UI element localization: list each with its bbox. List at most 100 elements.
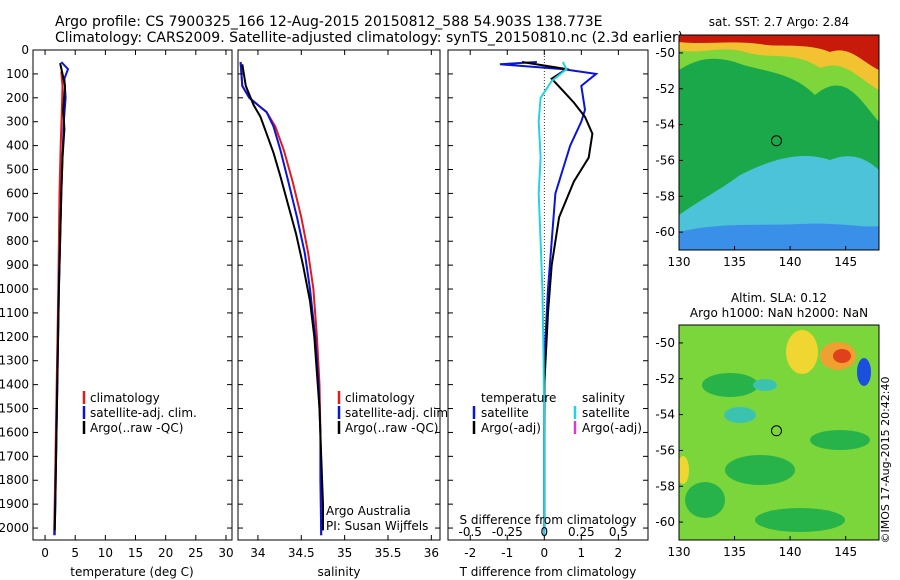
x-tick-label: 1 — [578, 546, 586, 560]
salinity-ticks: 34 34.5 35 35.5 36 — [238, 49, 440, 560]
y-tick-label: 200 — [6, 91, 29, 105]
y-tick-label: 2000 — [0, 521, 29, 535]
x-tick-label: 36 — [424, 546, 439, 560]
y-tick-label: 1000 — [0, 282, 29, 296]
y-tick-label: 0 — [21, 43, 29, 57]
legend-temperature-heading: temperature — [481, 391, 556, 405]
x-tick-label: 20 — [158, 546, 173, 560]
x-tick-label: 34 — [250, 546, 265, 560]
y-tick-label: 900 — [6, 258, 29, 272]
lon-tick-label: 140 — [779, 545, 802, 559]
argo-position-marker — [770, 425, 782, 437]
title-line-1: Argo profile: CS 7900325_166 12-Aug-2015… — [55, 14, 603, 30]
sla-blob — [833, 349, 851, 363]
difference-legend: temperature satellite Argo(-adj) salinit… — [472, 391, 642, 435]
lon-tick-label: 145 — [834, 255, 857, 269]
sla-map-ticks: 130 135 140 145 -50 -52 -54 -56 -58 -60 — [655, 336, 857, 559]
series-line — [241, 64, 324, 531]
lat-tick-label: -58 — [655, 189, 675, 203]
x-tick-label: 34.5 — [288, 546, 315, 560]
lon-tick-label: 130 — [668, 255, 691, 269]
sst-map-ticks: 130 135 140 145 -50 -52 -54 -56 -58 -60 — [655, 46, 857, 269]
imos-timestamp: ©IMOS 17-Aug-2015 20:42:40 — [879, 377, 892, 544]
sst-map-title: sat. SST: 2.7 Argo: 2.84 — [709, 15, 849, 29]
lat-tick-label: -50 — [655, 46, 675, 60]
s-difference-label: S difference from climatology — [460, 513, 637, 527]
temperature-axes — [32, 49, 233, 541]
sla-blob — [724, 407, 756, 423]
lat-tick-label: -60 — [655, 225, 675, 239]
lon-tick-label: 135 — [723, 545, 746, 559]
y-tick-label: 700 — [6, 210, 29, 224]
salinity-axes — [237, 49, 441, 541]
x-tick-label: 10 — [98, 546, 113, 560]
x-tick-label: 25 — [188, 546, 203, 560]
lat-tick-label: -52 — [655, 82, 675, 96]
lat-tick-label: -54 — [655, 118, 675, 132]
y-tick-label: 1400 — [0, 378, 29, 392]
series-line — [537, 61, 568, 536]
sla-map: Altim. SLA: 0.12 Argo h1000: NaN h2000: … — [655, 291, 880, 559]
temperature-legend: climatology satellite-adj. clim. Argo(..… — [82, 391, 197, 435]
sst-map-frame — [678, 34, 880, 251]
title-line-2: Climatology: CARS2009. Satellite-adjuste… — [55, 30, 683, 46]
lat-tick-label: -50 — [655, 336, 675, 350]
t-difference-xlabel: T difference from climatology — [459, 565, 637, 579]
y-tick-label: 1200 — [0, 330, 29, 344]
x-tick-label: 0 — [41, 546, 49, 560]
sla-map-subtitle: Argo h1000: NaN h2000: NaN — [690, 306, 868, 320]
lon-tick-label: 130 — [668, 545, 691, 559]
temperature-xlabel: temperature (deg C) — [70, 565, 193, 579]
sst-band-hot — [679, 35, 879, 70]
temperature-panel: 0 5 10 15 20 25 300100200300400500600700800900… — [0, 43, 234, 579]
salinity-panel: 34 34.5 35 35.5 36 climatology satellite-adj… — [237, 49, 452, 579]
pi-annotation: PI: Susan Wijffels — [326, 519, 428, 533]
lat-tick-label: -56 — [655, 153, 675, 167]
legend-t-argo: Argo(-adj) — [481, 421, 541, 435]
x-tick-label: 15 — [128, 546, 143, 560]
sst-map: sat. SST: 2.7 Argo: 2.84 130 135 140 145 -50… — [655, 15, 880, 269]
x-tick-label: -2 — [464, 546, 476, 560]
y-tick-label: 1600 — [0, 425, 29, 439]
lat-tick-label: -54 — [655, 408, 675, 422]
lat-tick-label: -56 — [655, 443, 675, 457]
x-tick-label: -1 — [501, 546, 513, 560]
legend-t-satellite: satellite — [481, 406, 529, 420]
y-tick-label: 1500 — [0, 402, 29, 416]
y-tick-label: 1300 — [0, 354, 29, 368]
temperature-series — [53, 61, 70, 536]
legend-climatology: climatology — [90, 391, 160, 405]
argo-position-marker — [770, 135, 782, 147]
legend-salinity-heading: salinity — [582, 391, 625, 405]
y-tick-label: 600 — [6, 186, 29, 200]
legend-s-argo: Argo(-adj) — [582, 421, 642, 435]
s-tick-label: 0.5 — [609, 525, 628, 539]
y-tick-label: 400 — [6, 139, 29, 153]
legend-climatology: climatology — [345, 391, 415, 405]
sla-blob — [685, 482, 725, 518]
lat-tick-label: -52 — [655, 372, 675, 386]
sla-blob — [810, 430, 870, 450]
lat-tick-label: -60 — [655, 515, 675, 529]
sla-map-title: Altim. SLA: 0.12 — [731, 291, 827, 305]
lat-tick-label: -58 — [655, 479, 675, 493]
legend-satellite: satellite-adj. clim. — [345, 406, 452, 420]
difference-series — [499, 61, 599, 536]
lon-tick-label: 140 — [779, 255, 802, 269]
sla-blob — [755, 508, 845, 532]
legend-argo: Argo(..raw -QC) — [90, 421, 183, 435]
sla-map-frame — [678, 324, 880, 541]
sla-blob — [725, 455, 795, 485]
y-tick-label: 500 — [6, 163, 29, 177]
temperature-ticks: 0 5 10 15 20 25 300100200300400500600700800900… — [0, 43, 234, 560]
s-tick-label: -0.5 — [459, 525, 482, 539]
legend-argo: Argo(..raw -QC) — [345, 421, 438, 435]
salinity-xlabel: salinity — [317, 565, 360, 579]
sla-blob — [753, 379, 777, 391]
x-tick-label: 0 — [540, 546, 548, 560]
s-difference-ticks: -0.5 -0.25 0 0.25 0.5 — [459, 525, 628, 539]
sla-field — [679, 325, 879, 540]
series-line — [521, 61, 594, 531]
lon-tick-label: 145 — [834, 545, 857, 559]
difference-panel: -2 -1 0 1 2 temperature satellite Argo(-adj)… — [447, 49, 649, 579]
